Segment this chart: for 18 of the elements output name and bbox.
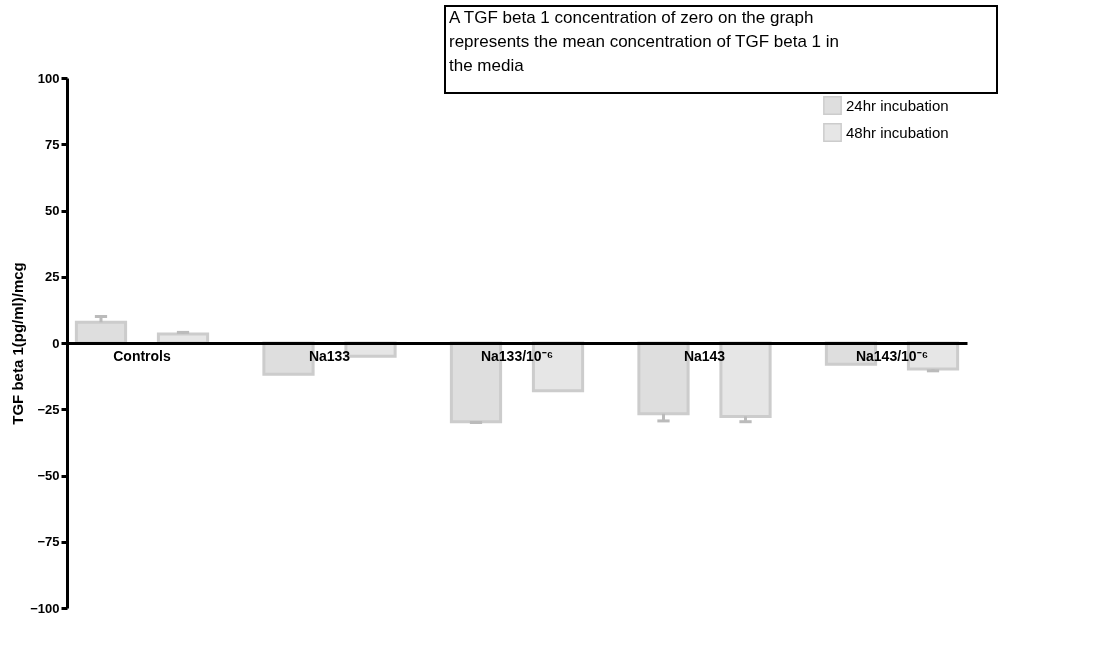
y-tick-label: −75 [37, 534, 60, 550]
y-tick-label: 0 [52, 335, 60, 351]
y-axis-title: TGF beta 1(pg/ml)/mcg [9, 262, 27, 425]
y-tick-label: 75 [45, 136, 60, 152]
y-tick-label: 100 [37, 70, 60, 86]
text: A TGF beta 1 concentration of zero on the graph represents the mean concentration of TGF beta 1 in the media [449, 8, 839, 75]
legend-label: 48hr incubation [846, 123, 949, 141]
y-tick-label: −100 [30, 600, 60, 616]
y-tick-label: 25 [45, 269, 60, 285]
y-tick-label: −25 [37, 401, 60, 417]
x-tick-label: Na133 [308, 347, 351, 364]
legend-label: 24hr incubation [846, 96, 949, 114]
x-tick-label: Na143/10⁻⁶ [855, 347, 929, 364]
x-tick-label: Na133/10⁻⁶ [480, 347, 554, 364]
x-tick-label: Na143 [683, 347, 726, 364]
x-tick-label: Controls [113, 347, 171, 364]
y-tick-label: −50 [37, 468, 60, 483]
y-tick-label: 50 [45, 203, 60, 218]
